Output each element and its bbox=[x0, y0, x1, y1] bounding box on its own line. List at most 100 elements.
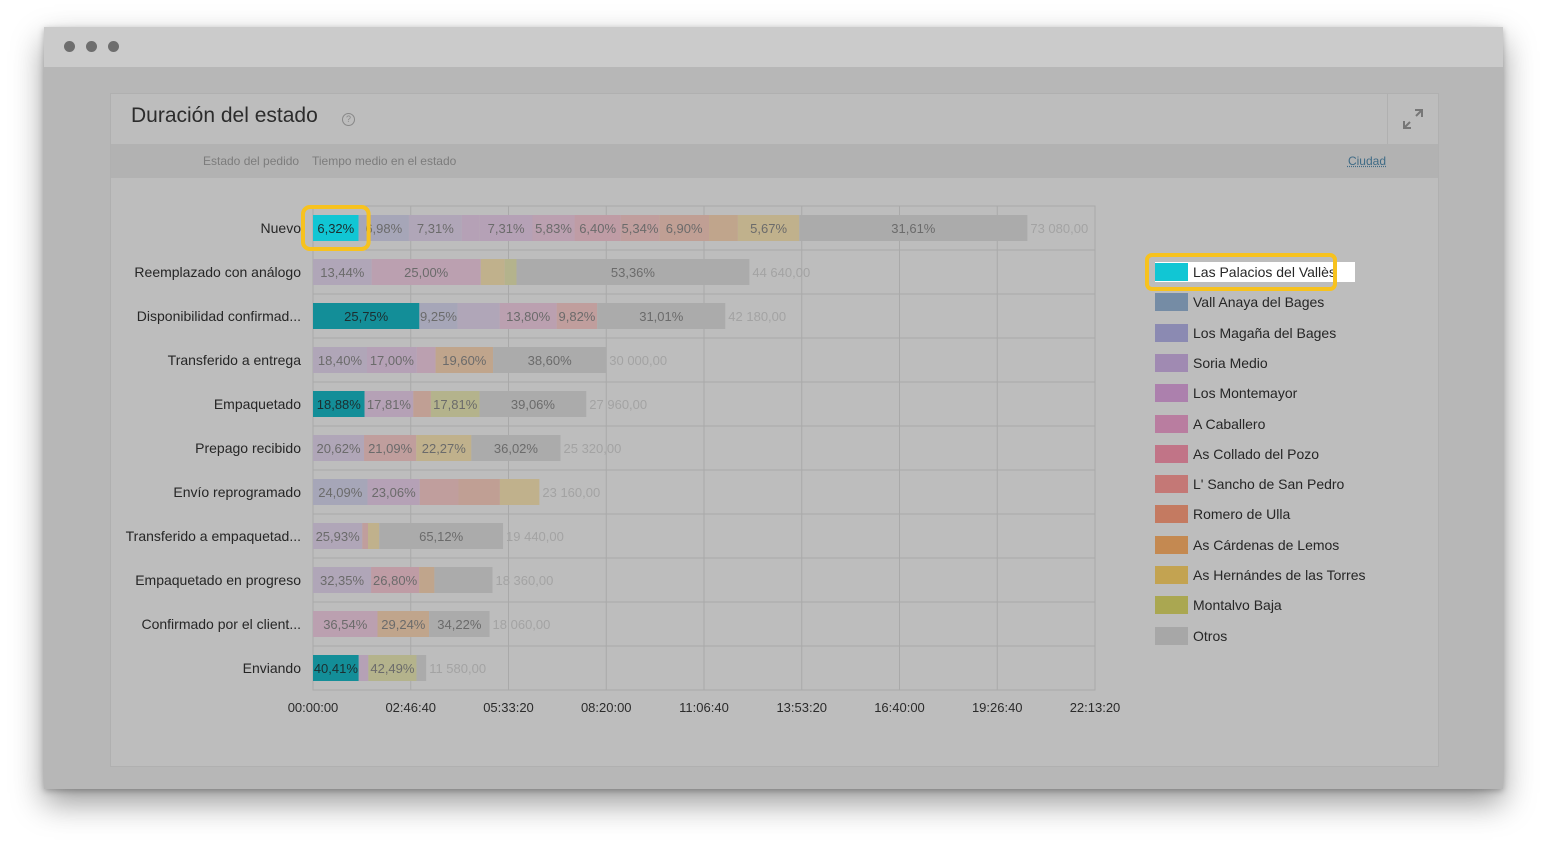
bar-segment bbox=[379, 523, 504, 549]
bar-segment bbox=[737, 215, 800, 241]
category-label: Confirmado por el client... bbox=[141, 616, 301, 632]
bar-segment bbox=[504, 259, 517, 285]
bar-data-label: 7,31% bbox=[417, 221, 454, 236]
bar-segment bbox=[371, 567, 420, 593]
bar-data-label: 40,41% bbox=[314, 661, 359, 676]
bar-segment bbox=[313, 435, 365, 461]
x-tick-label: 13:53:20 bbox=[776, 700, 827, 715]
bar-segment bbox=[377, 611, 430, 637]
legend-swatch bbox=[1155, 414, 1188, 433]
bar-segment bbox=[799, 215, 1028, 241]
bar-segment bbox=[362, 523, 368, 549]
legend-label: As Collado del Pozo bbox=[1193, 445, 1320, 462]
bar-segment bbox=[313, 479, 368, 505]
bar-segment bbox=[493, 347, 607, 373]
legend-item[interactable]: As Cárdenas de Lemos bbox=[1155, 535, 1355, 555]
legend-swatch bbox=[1155, 505, 1188, 524]
window-dot-maximize[interactable] bbox=[108, 41, 119, 52]
bar-segment bbox=[366, 347, 417, 373]
bar-data-label: 26,80% bbox=[373, 573, 418, 588]
legend-item[interactable]: Romero de Ulla bbox=[1155, 504, 1355, 524]
bar-data-label: 31,61% bbox=[891, 221, 936, 236]
bar-data-label: 9,82% bbox=[559, 309, 596, 324]
bar-segment bbox=[313, 259, 372, 285]
bar-data-label: 13,44% bbox=[320, 265, 365, 280]
expand-icon[interactable] bbox=[1387, 94, 1438, 144]
bar-data-label: 53,36% bbox=[611, 265, 656, 280]
bar-segment bbox=[499, 303, 557, 329]
bar-data-label: 22,27% bbox=[422, 441, 467, 456]
legend-item[interactable]: Montalvo Baja bbox=[1155, 595, 1355, 615]
bar-segment bbox=[532, 215, 575, 241]
bar-segment bbox=[313, 391, 365, 417]
category-label: Reemplazado con análogo bbox=[134, 264, 301, 280]
legend-item[interactable]: As Collado del Pozo bbox=[1155, 444, 1355, 464]
legend-item[interactable]: L' Sancho de San Pedro bbox=[1155, 474, 1355, 494]
category-label: Empaquetado en progreso bbox=[135, 572, 301, 588]
legend-label: Vall Anaya del Bages bbox=[1193, 294, 1325, 311]
bar-segment bbox=[313, 567, 372, 593]
legend-swatch bbox=[1155, 444, 1188, 463]
bar-segment bbox=[499, 479, 540, 505]
category-label: Transferido a empaquetad... bbox=[126, 528, 301, 544]
legend-item[interactable]: As Hernándes de las Torres bbox=[1155, 565, 1366, 585]
legend-swatch bbox=[1155, 566, 1188, 584]
bar-data-label: 6,40% bbox=[579, 221, 616, 236]
stacked-bar-chart: 00:00:00 02:46:40 05:33:20 08:20:00 11:06:40… bbox=[126, 205, 1120, 715]
bar-segment bbox=[479, 391, 587, 417]
category-label: Envío reprogramado bbox=[173, 484, 301, 500]
x-tick-label: 02:46:40 bbox=[385, 700, 436, 715]
category-label: Empaquetado bbox=[214, 396, 301, 412]
legend-item[interactable]: Vall Anaya del Bages bbox=[1155, 292, 1355, 312]
legend-item[interactable]: Las Palacios del Vallès bbox=[1155, 262, 1355, 282]
category-label: Prepago recibido bbox=[195, 440, 301, 456]
bar-segment bbox=[371, 259, 481, 285]
bar-segment bbox=[430, 391, 480, 417]
bar-data-label: 9,25% bbox=[420, 309, 457, 324]
bar-segment bbox=[313, 655, 359, 681]
bar-segment bbox=[413, 391, 431, 417]
legend-swatch bbox=[1155, 626, 1188, 645]
category-label: Transferido a entrega bbox=[168, 352, 302, 368]
bar-data-label: 36,02% bbox=[494, 441, 539, 456]
legend-swatch bbox=[1155, 263, 1188, 281]
bar-data-label: 25,00% bbox=[404, 265, 449, 280]
status-duration-card: Duración del estado ? Estado del pedido … bbox=[110, 93, 1439, 767]
legend-item[interactable]: Los Montemayor bbox=[1155, 383, 1355, 403]
card-title: Duración del estado bbox=[131, 104, 318, 127]
legend-label: L' Sancho de San Pedro bbox=[1193, 476, 1345, 493]
bar-segment bbox=[313, 347, 367, 373]
x-tick-label: 00:00:00 bbox=[288, 700, 339, 715]
bar-data-label: 6,32% bbox=[317, 221, 354, 236]
bar-segment bbox=[358, 655, 369, 681]
legend-label: Las Palacios del Vallès bbox=[1193, 264, 1336, 280]
bar-segment bbox=[434, 567, 493, 593]
window-dot-close[interactable] bbox=[64, 41, 75, 52]
bar-segment bbox=[364, 435, 417, 461]
legend-swatch bbox=[1155, 384, 1188, 403]
bar-data-label: 25,93% bbox=[316, 529, 361, 544]
bar-data-label: 18,88% bbox=[317, 397, 362, 412]
bar-segment bbox=[416, 655, 427, 681]
x-tick-label: 05:33:20 bbox=[483, 700, 534, 715]
bar-total-label: 30 000,00 bbox=[609, 353, 667, 368]
help-icon[interactable]: ? bbox=[342, 113, 355, 126]
bar-total-label: 73 080,00 bbox=[1030, 221, 1088, 236]
bar-data-label: 34,22% bbox=[437, 617, 482, 632]
bar-segment bbox=[556, 303, 598, 329]
x-tick-label: 19:26:40 bbox=[972, 700, 1023, 715]
legend-item[interactable]: Los Magaña del Bages bbox=[1155, 323, 1355, 343]
chart-header-bar: Estado del pedido Tiempo medio en el est… bbox=[111, 144, 1438, 178]
window-dot-minimize[interactable] bbox=[86, 41, 97, 52]
legend-label: Soria Medio bbox=[1193, 354, 1268, 371]
legend-item[interactable]: Soria Medio bbox=[1155, 353, 1355, 373]
bar-data-label: 6,90% bbox=[666, 221, 703, 236]
legend-swatch bbox=[1155, 535, 1188, 554]
bar-data-label: 5,83% bbox=[535, 221, 572, 236]
bar-data-label: 21,09% bbox=[368, 441, 413, 456]
ciudad-dropdown-link[interactable]: Ciudad bbox=[1347, 154, 1386, 168]
legend-item[interactable]: A Caballero bbox=[1155, 414, 1355, 434]
bar-segment bbox=[429, 611, 490, 637]
legend-item[interactable]: Otros bbox=[1155, 626, 1355, 646]
bar-segment bbox=[458, 479, 500, 505]
